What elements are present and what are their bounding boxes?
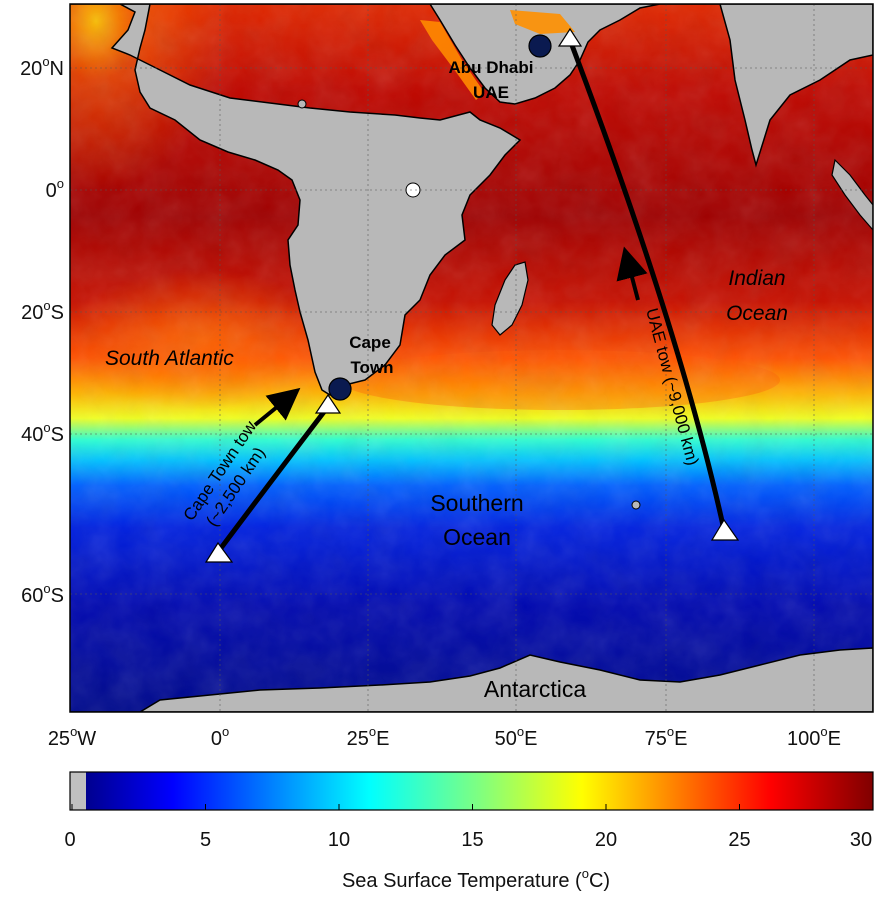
madagascar-landmass [491,261,529,336]
southern-label: Southern [430,490,523,516]
antarctica-landmass [70,647,873,712]
cape-town-tow-track [216,402,332,554]
africa-landmass [70,4,522,396]
lon-tick-label: 25oW [48,724,96,750]
southern-ocean-label: Ocean [443,524,511,550]
colorbar-tick-label: 30 [850,829,872,851]
colorbar [86,772,873,810]
lon-tick-label: 0o [211,724,229,750]
colorbar-tick-label: 20 [595,829,617,851]
town-label: Town [350,358,393,377]
ocean-label: Ocean [726,302,788,325]
colorbar-tick-label: 10 [328,829,350,851]
map-frame [69,3,874,713]
colorbar-tick-label: 0 [64,829,75,851]
abu-dhabi-label: Abu Dhabi [449,58,534,77]
sumatra-landmass [831,158,873,231]
colorbar-tick-label: 25 [728,829,750,851]
indian-label: Indian [728,267,785,290]
colorbar-ticks: 0 5 10 15 20 25 30 [64,804,874,851]
cape-town-tow-end-marker [314,393,342,414]
cape-town-tow-start-marker [204,541,234,563]
longitude-axis: 25oW 0o 25oE 50oE 75oE 100oE [48,724,841,750]
cape-town-marker [328,377,352,401]
lat-tick-label: 20oN [20,54,64,80]
south-atlantic-label: South Atlantic [105,347,234,370]
latitude-axis: 20oN 0o 20oS 40oS 60oS [20,54,64,607]
lat-tick-label: 40oS [21,420,64,446]
lon-tick-label: 75oE [645,724,688,750]
lat-tick-label: 20oS [21,298,64,324]
colorbar-tick-label: 15 [461,829,483,851]
cape-label: Cape [349,333,391,352]
lat-tick-label: 60oS [21,581,64,607]
india-landmass [660,4,873,168]
colorbar-tick-label: 5 [200,829,211,851]
uae-label: UAE [473,83,509,102]
uae-direction-arrow [616,246,648,301]
antarctica-label: Antarctica [484,676,586,702]
lon-tick-label: 25oE [347,724,390,750]
lon-tick-label: 50oE [495,724,538,750]
uae-tow-track [567,39,727,531]
lon-tick-label: 100oE [787,724,841,750]
abu-dhabi-marker [528,34,552,58]
uae-tow-end-marker [557,27,583,47]
uae-tow-start-marker [710,518,740,541]
lat-tick-label: 0o [46,176,64,202]
map-area: Abu Dhabi UAE Cape Town South Atlantic I… [70,4,873,712]
cape-town-direction-arrow [253,387,301,427]
colorbar-label: Sea Surface Temperature (oC) [342,866,610,892]
